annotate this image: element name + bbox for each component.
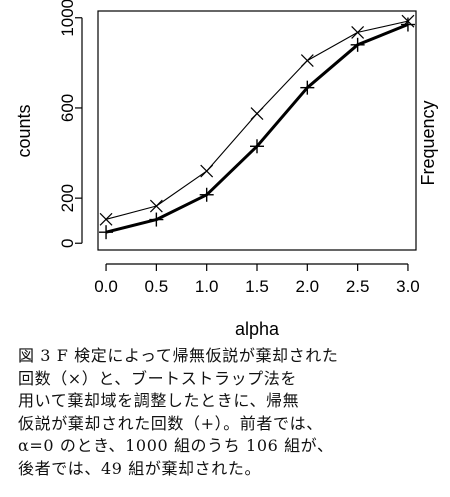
plus-marker bbox=[400, 17, 415, 32]
caption-line: α=0 のとき、1000 組のうち 106 組が、 bbox=[18, 436, 334, 455]
x-tick-label: 1.0 bbox=[195, 277, 219, 296]
y-axis: 0 200 600 1000 bbox=[58, 0, 83, 248]
y-tick-label: 1000 bbox=[58, 0, 77, 37]
cross-marker bbox=[149, 199, 163, 213]
x-axis-label: alpha bbox=[235, 319, 280, 339]
caption-line: 用いて棄却域を調整したときに、帰無 bbox=[18, 391, 300, 410]
series-layer bbox=[99, 14, 415, 240]
right-axis-label: Frequency bbox=[418, 100, 438, 185]
plot-frame bbox=[97, 10, 417, 251]
cross-marker bbox=[99, 212, 113, 226]
cross-marker bbox=[351, 25, 365, 39]
line-chart: 0 200 600 1000 0.0 0.5 1.0 1.5 2.0 2.5 3.0 counts… bbox=[14, 0, 438, 339]
cross-marker bbox=[250, 107, 264, 121]
plus-marker bbox=[99, 225, 114, 240]
x-tick-label: 1.5 bbox=[245, 277, 269, 296]
plus-marker bbox=[350, 37, 365, 52]
plus-marker bbox=[199, 187, 214, 202]
plus-marker bbox=[149, 212, 164, 227]
x-tick-label: 2.0 bbox=[295, 277, 319, 296]
x-tick-label: 0.0 bbox=[94, 277, 118, 296]
y-axis-label: counts bbox=[14, 104, 34, 157]
figure-caption: 図 3 F 検定によって帰無仮説が棄却された 回数（×）と、ブートストラップ法を用… bbox=[18, 345, 438, 480]
plus-marker bbox=[300, 80, 315, 95]
cross-marker bbox=[200, 164, 214, 178]
x-tick-label: 2.5 bbox=[346, 277, 370, 296]
plus-marker bbox=[250, 139, 264, 154]
caption-line: 仮説が棄却された回数（+）。前者では、 bbox=[18, 413, 323, 433]
cross-marker bbox=[300, 54, 314, 68]
y-tick-label: 200 bbox=[58, 184, 77, 212]
x-axis: 0.0 0.5 1.0 1.5 2.0 2.5 3.0 bbox=[94, 263, 420, 296]
series-line-cross bbox=[105, 20, 409, 220]
x-tick-label: 3.0 bbox=[396, 277, 420, 296]
caption-line: 後者では、49 組が棄却された。 bbox=[18, 458, 262, 478]
x-tick-label: 0.5 bbox=[145, 277, 169, 296]
y-tick-label: 0 bbox=[58, 239, 77, 248]
y-tick-label: 600 bbox=[58, 94, 77, 122]
caption-line: 回数（×）と、ブートストラップ法を bbox=[18, 368, 297, 388]
caption-line: 図 3 F 検定によって帰無仮説が棄却された bbox=[18, 346, 339, 365]
